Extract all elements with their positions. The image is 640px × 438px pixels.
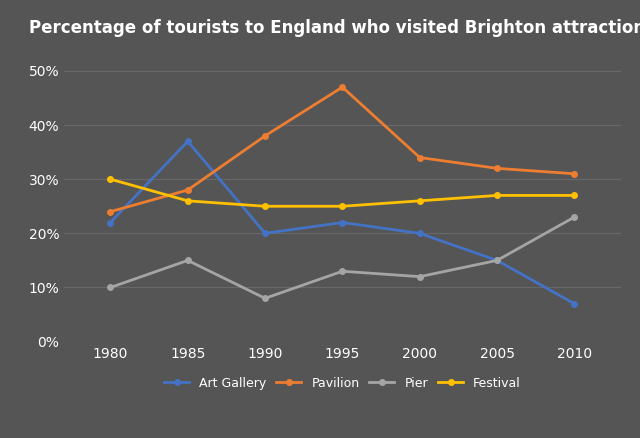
Art Gallery	[571, 301, 579, 306]
Art Gallery	[339, 220, 346, 225]
Legend: Art Gallery, Pavilion, Pier, Festival: Art Gallery, Pavilion, Pier, Festival	[159, 372, 526, 395]
Pier	[571, 215, 579, 220]
Pavilion	[493, 166, 501, 171]
Art Gallery	[261, 231, 269, 236]
Festival	[339, 204, 346, 209]
Title: Percentage of tourists to England who visited Brighton attractions: Percentage of tourists to England who vi…	[29, 19, 640, 37]
Festival	[571, 193, 579, 198]
Art Gallery	[184, 139, 191, 144]
Line: Pavilion: Pavilion	[108, 85, 577, 215]
Festival	[416, 198, 424, 204]
Pier	[416, 274, 424, 279]
Pavilion	[339, 85, 346, 90]
Festival	[261, 204, 269, 209]
Pavilion	[416, 155, 424, 160]
Festival	[184, 198, 191, 204]
Festival	[493, 193, 501, 198]
Pier	[339, 268, 346, 274]
Art Gallery	[493, 258, 501, 263]
Art Gallery	[107, 220, 115, 225]
Line: Art Gallery: Art Gallery	[108, 138, 577, 307]
Line: Pier: Pier	[108, 214, 577, 301]
Pier	[107, 285, 115, 290]
Pier	[184, 258, 191, 263]
Pavilion	[571, 171, 579, 177]
Pier	[493, 258, 501, 263]
Pavilion	[184, 187, 191, 193]
Art Gallery	[416, 231, 424, 236]
Line: Festival: Festival	[108, 177, 577, 209]
Pavilion	[107, 209, 115, 214]
Pier	[261, 296, 269, 301]
Pavilion	[261, 133, 269, 138]
Festival	[107, 177, 115, 182]
